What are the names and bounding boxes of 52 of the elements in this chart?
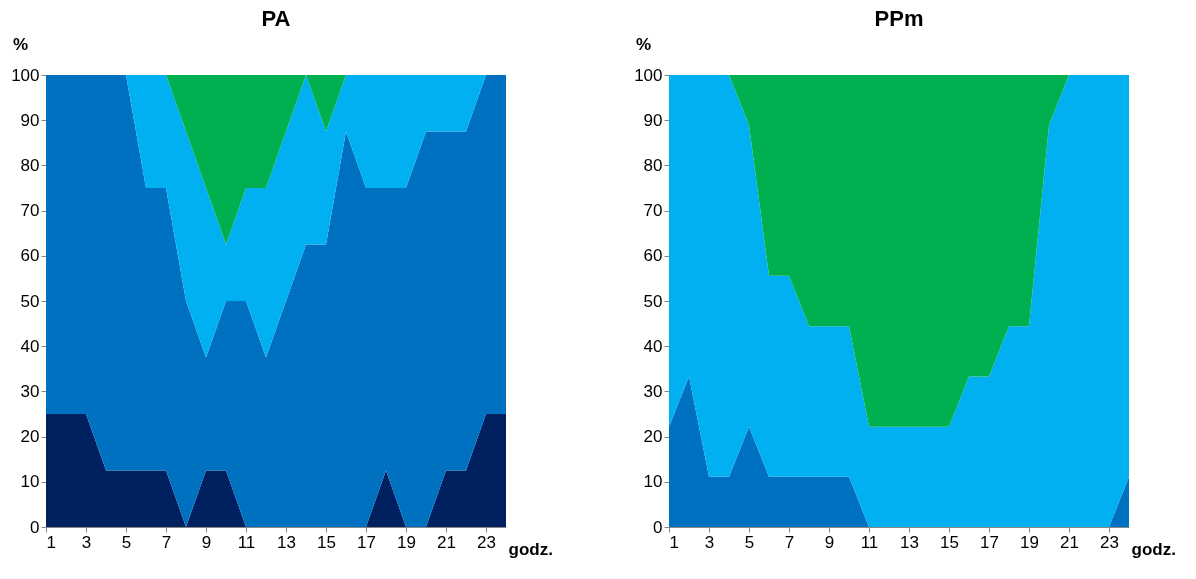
y-tick-label: 20 (20, 427, 40, 447)
x-tick-label: 15 (317, 532, 336, 552)
x-tick-label: 21 (1060, 532, 1079, 552)
x-tick-label: 23 (1100, 532, 1119, 552)
chart-title: PPm (874, 6, 924, 31)
y-tick-label: 100 (11, 65, 40, 85)
y-tick-label: 40 (643, 336, 663, 356)
x-axis-title: godz. (1131, 539, 1176, 559)
x-tick-label: 9 (824, 532, 835, 552)
x-tick-label: 21 (437, 532, 456, 552)
y-tick-label: 100 (634, 65, 663, 85)
chart-title: PA (261, 6, 291, 31)
y-tick-label: 0 (30, 517, 40, 537)
y-tick-label: 10 (643, 472, 663, 492)
y-axis-title: % (12, 34, 29, 54)
x-tick-label: 5 (744, 532, 755, 552)
x-tick-label: 3 (704, 532, 715, 552)
x-tick-label: 9 (201, 532, 212, 552)
y-tick-label: 60 (643, 246, 663, 266)
x-tick-label: 7 (784, 532, 795, 552)
y-tick-label: 20 (643, 427, 663, 447)
y-tick-label: 70 (20, 201, 40, 221)
x-tick-label: 13 (277, 532, 296, 552)
x-tick-label: 19 (397, 532, 416, 552)
x-tick-label: 17 (357, 532, 376, 552)
y-tick-label: 40 (20, 336, 40, 356)
x-tick-label: 23 (477, 532, 496, 552)
y-tick-label: 90 (643, 110, 663, 130)
y-tick-label: 80 (643, 155, 663, 175)
y-tick-label: 70 (643, 201, 663, 221)
y-tick-label: 90 (20, 110, 40, 130)
x-axis-title: godz. (508, 539, 553, 559)
x-tick-label: 17 (980, 532, 999, 552)
x-tick-label: 13 (900, 532, 919, 552)
x-tick-label: 7 (161, 532, 172, 552)
y-tick-label: 50 (20, 291, 40, 311)
y-tick-label: 0 (653, 517, 663, 537)
y-tick-label: 50 (643, 291, 663, 311)
y-tick-label: 30 (643, 381, 663, 401)
y-tick-label: 80 (20, 155, 40, 175)
x-tick-label: 15 (940, 532, 959, 552)
x-tick-label: 5 (121, 532, 132, 552)
y-tick-label: 10 (20, 472, 40, 492)
x-tick-label: 1 (669, 532, 679, 552)
x-tick-label: 19 (1020, 532, 1039, 552)
y-axis-title: % (635, 34, 652, 54)
x-tick-label: 11 (860, 532, 879, 552)
y-tick-label: 30 (20, 381, 40, 401)
x-tick-label: 11 (237, 532, 256, 552)
y-tick-label: 60 (20, 246, 40, 266)
x-tick-label: 3 (81, 532, 92, 552)
x-tick-label: 1 (46, 532, 56, 552)
